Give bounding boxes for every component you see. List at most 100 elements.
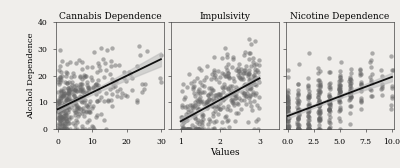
Point [72,114,78,117]
Point [76,75,83,78]
Point [219,71,226,74]
Point [64,81,70,84]
Point [180,121,186,123]
Point [368,59,375,61]
Point [346,91,353,94]
Point [180,128,186,131]
Point [84,92,90,95]
Point [252,63,259,66]
Point [63,97,69,100]
Point [347,96,353,99]
Point [58,98,64,101]
Point [224,88,231,90]
Point [186,114,192,117]
Point [207,120,213,122]
Point [378,83,385,86]
Point [248,87,254,90]
Point [178,116,184,118]
Point [250,78,256,81]
Point [94,100,101,102]
Point [305,115,312,118]
Point [227,99,234,101]
Point [316,123,322,126]
Point [197,92,204,95]
Point [316,113,322,116]
Point [93,116,99,118]
Point [337,91,344,93]
Point [254,69,260,72]
Point [94,100,100,102]
Point [92,84,98,87]
Point [55,100,61,103]
Point [227,94,234,97]
Point [188,111,195,114]
Point [224,94,230,96]
Point [189,105,196,108]
Point [213,97,220,99]
Point [95,84,102,87]
Point [60,90,66,93]
Point [224,120,230,123]
Point [74,121,80,124]
Point [230,104,237,107]
Point [195,92,201,94]
Point [83,111,90,114]
Point [238,78,245,80]
Point [240,78,246,81]
Point [109,104,115,107]
Point [72,111,78,113]
Point [248,109,255,112]
Point [108,60,114,63]
Point [284,125,291,128]
Point [388,107,394,110]
Point [76,113,82,116]
Point [305,128,311,131]
Point [198,128,204,131]
Point [247,87,254,89]
Point [347,95,354,98]
Point [134,98,140,101]
Point [112,79,119,82]
Point [295,127,302,129]
Point [79,68,85,71]
Point [284,118,290,121]
Point [252,40,258,43]
Point [337,84,344,86]
Point [326,94,332,97]
Point [348,90,354,93]
Point [326,109,332,112]
Point [295,128,301,131]
Point [94,79,101,81]
Point [93,82,100,85]
Point [72,118,79,121]
Point [315,88,322,91]
Point [59,102,65,105]
Point [337,88,343,91]
Point [78,60,85,63]
Point [255,128,262,131]
Point [346,84,353,86]
Point [336,117,342,119]
Point [144,50,150,53]
Point [84,84,90,87]
Point [56,101,62,104]
Point [357,71,363,74]
Point [61,128,67,131]
Point [305,115,311,118]
Point [316,103,322,106]
Point [180,98,187,100]
Point [179,106,186,109]
Point [285,92,291,94]
Point [209,104,215,107]
Point [136,54,143,57]
Point [70,93,76,96]
Point [59,75,65,78]
Point [250,81,256,84]
Point [248,65,254,68]
Point [295,128,302,131]
Point [191,80,198,83]
Point [232,89,238,91]
Point [305,95,312,98]
Point [64,109,70,111]
Point [337,89,343,92]
